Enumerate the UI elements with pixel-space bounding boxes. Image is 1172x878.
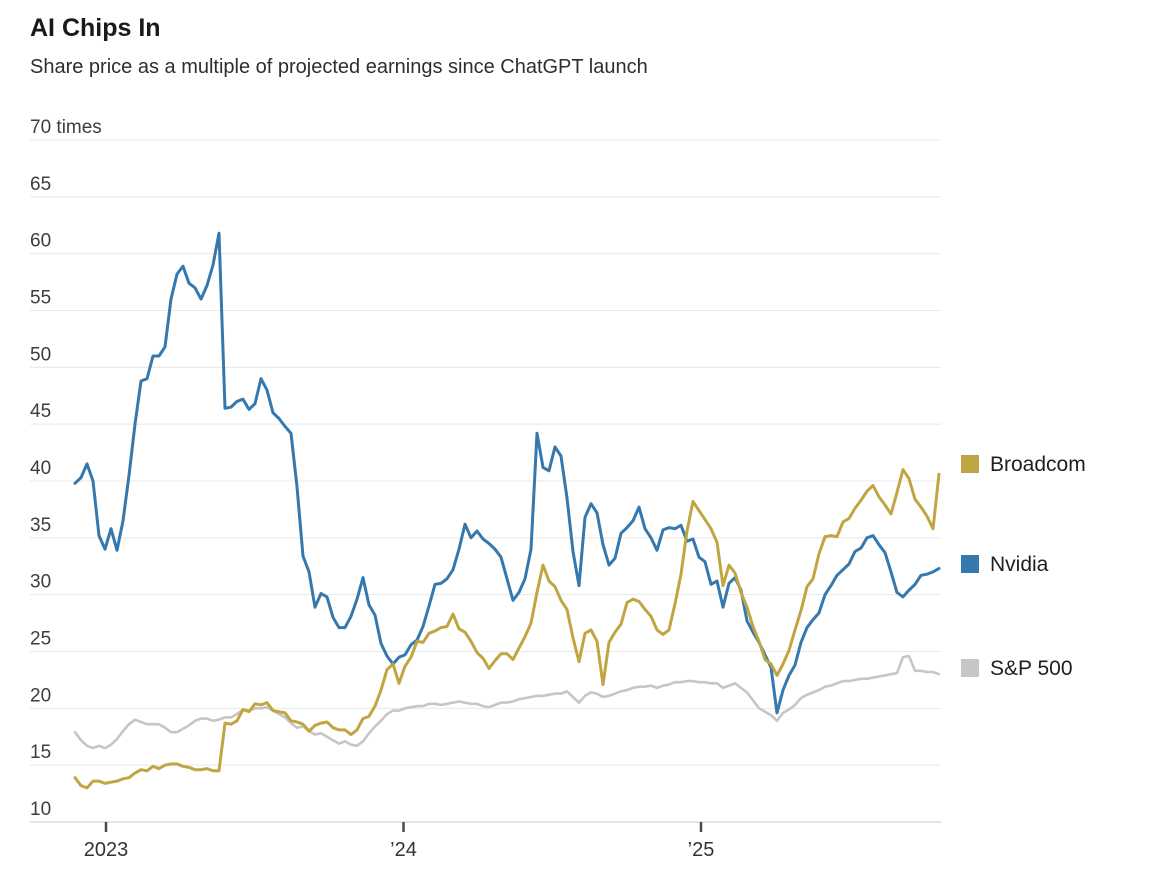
s-p-500-line (73, 654, 941, 750)
y-axis-label: 15 (30, 742, 51, 763)
y-axis-label: 35 (30, 515, 51, 536)
legend-label: Nvidia (990, 553, 1049, 576)
y-axis-label: 50 (30, 344, 51, 365)
y-axis-label: 30 (30, 572, 51, 593)
broadcom-line (73, 468, 941, 790)
legend-label: S&P 500 (990, 657, 1073, 680)
y-axis-label: 40 (30, 458, 51, 479)
y-axis-label: 10 (30, 799, 51, 820)
x-axis-label: 2023 (84, 839, 129, 861)
nvidia-line (73, 231, 941, 715)
chart-title: AI Chips In (30, 14, 161, 42)
y-axis-label: 25 (30, 628, 51, 649)
chart-subtitle: Share price as a multiple of projected e… (30, 56, 648, 78)
legend-swatch (961, 455, 979, 473)
legend-swatch (961, 555, 979, 573)
y-axis-label: 60 (30, 231, 51, 252)
legend-swatch (961, 659, 979, 677)
x-axis-label: ’25 (688, 839, 715, 861)
y-axis-label: 55 (30, 287, 51, 308)
y-axis-label: 20 (30, 685, 51, 706)
x-axis-label: ’24 (390, 839, 417, 861)
legend-label: Broadcom (990, 453, 1086, 476)
y-axis-label: 70 times (30, 117, 102, 138)
y-axis-label: 45 (30, 401, 51, 422)
y-axis-label: 65 (30, 174, 51, 195)
